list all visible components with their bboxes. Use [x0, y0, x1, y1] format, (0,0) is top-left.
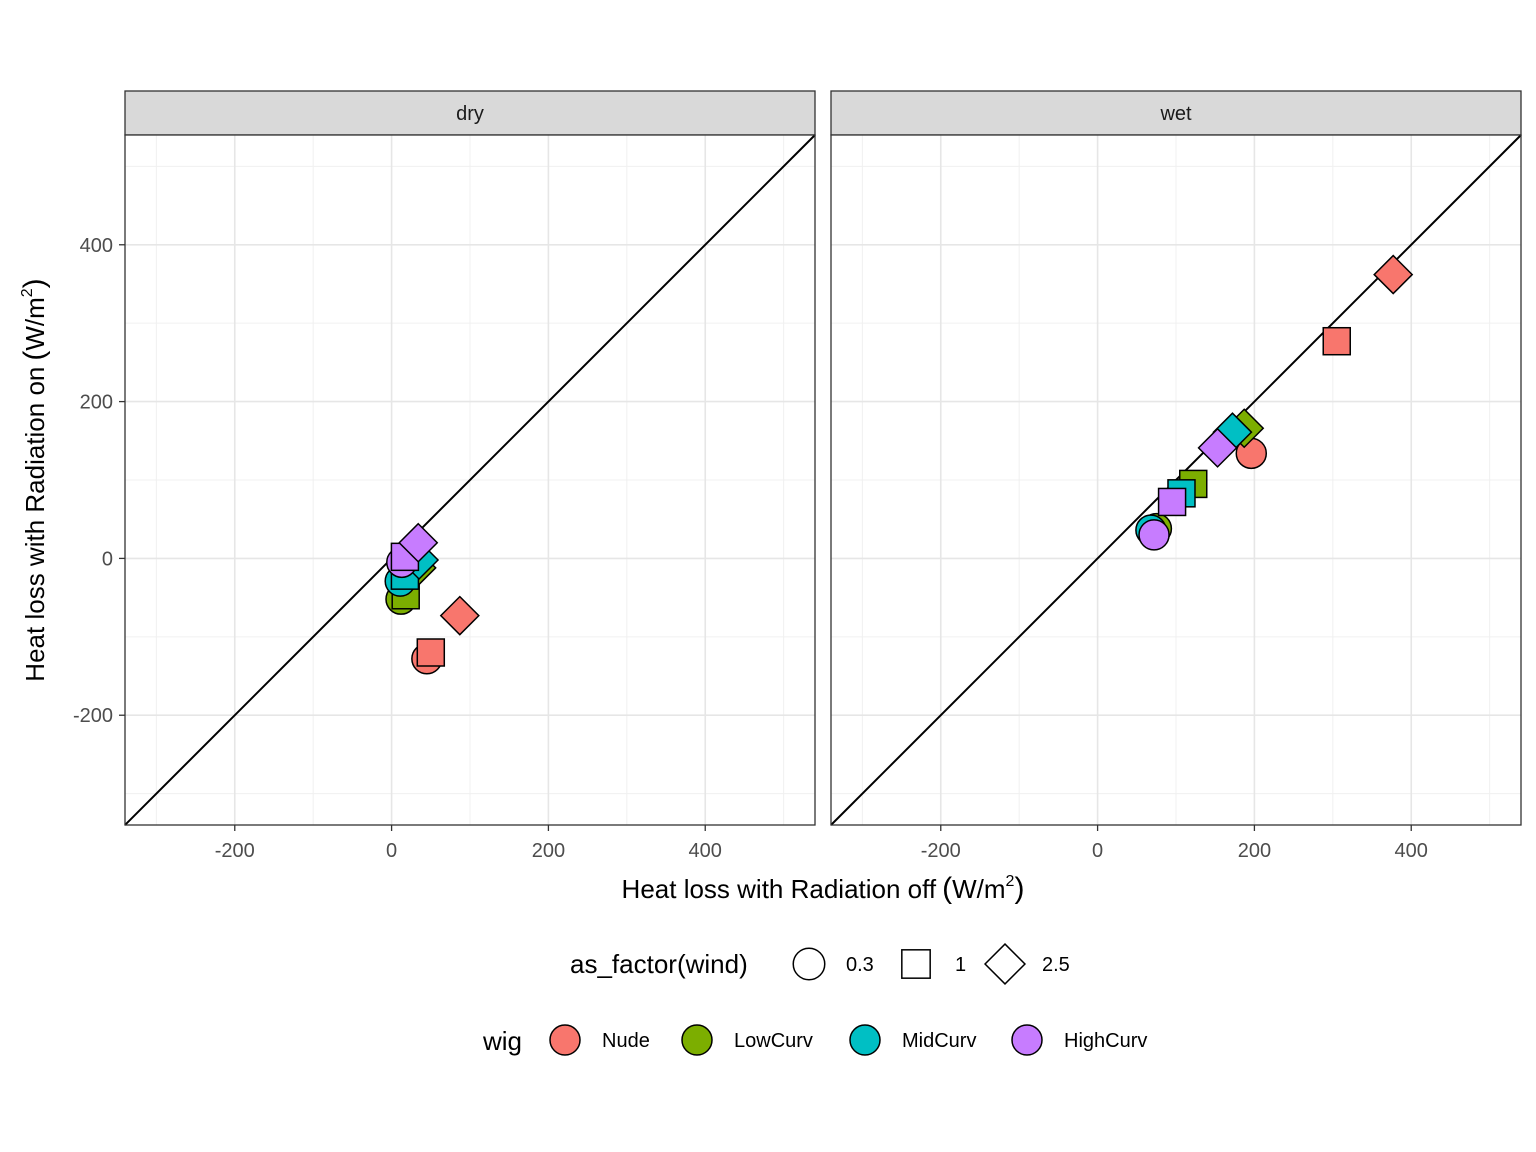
y-tick-label: 200: [80, 392, 113, 414]
axis-title-paren-close: ): [18, 278, 51, 288]
data-point: [1197, 427, 1238, 468]
panel-border: [830, 134, 1522, 826]
axis-title-paren-close: ): [1014, 872, 1024, 905]
axis-title-unit: W/m: [20, 297, 50, 350]
legend-shape-label: 1: [955, 954, 966, 976]
y-axis-title: Heat loss with Radiation on (W/m2): [18, 278, 51, 681]
data-point: [1138, 519, 1170, 551]
facet-panel-wet: wet -200 0 200 400: [830, 90, 1522, 862]
facet-strip: [830, 90, 1522, 136]
legend-color-key: [681, 1024, 713, 1056]
x-tick-label: 200: [532, 840, 565, 862]
legend-color-label: MidCurv: [902, 1030, 976, 1052]
legend-shape-label: 2.5: [1042, 954, 1070, 976]
data-point: [439, 595, 480, 636]
legend-color-label: LowCurv: [734, 1030, 813, 1052]
axis-title-text: Heat loss with Radiation off: [622, 874, 937, 904]
facet-strip-label: wet: [1159, 103, 1192, 125]
legend-color-key: [549, 1024, 581, 1056]
axis-title-paren-open: (: [942, 872, 952, 905]
data-point: [1157, 487, 1187, 517]
legend-shape-key: [983, 942, 1027, 986]
data-point: [398, 522, 439, 563]
legend-shape-title: as_factor(wind): [570, 949, 748, 979]
axis-title-unit: W/m: [952, 874, 1005, 904]
panel-border: [124, 134, 816, 826]
facet-strip: [124, 90, 816, 136]
y-tick-label: -200: [73, 705, 113, 727]
legend-color-key: [849, 1024, 881, 1056]
x-tick-label: -200: [921, 840, 961, 862]
data-point: [1373, 254, 1414, 295]
legend-shape-key: [901, 949, 931, 979]
y-tick-label: 400: [80, 235, 113, 257]
axis-title-text: Heat loss with Radiation on: [20, 367, 50, 682]
data-point: [1322, 326, 1351, 356]
axis-title-unit-superscript: 2: [19, 288, 36, 297]
facet-strip-label: dry: [456, 103, 484, 125]
legend-color-key: [1011, 1024, 1043, 1056]
facet-panels: dry -200 0 200 400 -200 0 200 400 wet -200 0 200 400: [73, 90, 1522, 862]
legend-color: wig Nude LowCurv MidCurv HighCurv: [482, 1024, 1147, 1056]
facet-panel-dry: dry -200 0 200 400 -200 0 200 400: [73, 90, 816, 862]
legend-color-title: wig: [482, 1026, 522, 1056]
reference-line: [124, 134, 816, 826]
legend-color-label: HighCurv: [1064, 1030, 1147, 1052]
x-tick-label: 200: [1238, 840, 1271, 862]
x-axis-title: Heat loss with Radiation off (W/m2): [622, 872, 1025, 905]
x-tick-label: -200: [215, 840, 255, 862]
y-tick-label: 0: [102, 548, 113, 570]
data-point: [416, 638, 446, 667]
axis-titles: Heat loss with Radiation off (W/m2)Heat l…: [18, 278, 1024, 905]
legend-shape: as_factor(wind) 0.3 1 2.5: [570, 942, 1070, 986]
axis-title-paren-open: (: [18, 351, 51, 361]
x-tick-label: 400: [689, 840, 722, 862]
legend-shape-label: 0.3: [846, 954, 874, 976]
x-tick-label: 400: [1395, 840, 1428, 862]
legend-shape-key: [792, 947, 826, 981]
axis-title-unit-superscript: 2: [1006, 873, 1015, 890]
x-tick-label: 0: [386, 840, 397, 862]
x-tick-label: 0: [1092, 840, 1103, 862]
legend: as_factor(wind) 0.3 1 2.5 wig Nude LowCurv MidC…: [482, 942, 1147, 1056]
legend-color-label: Nude: [602, 1030, 650, 1052]
